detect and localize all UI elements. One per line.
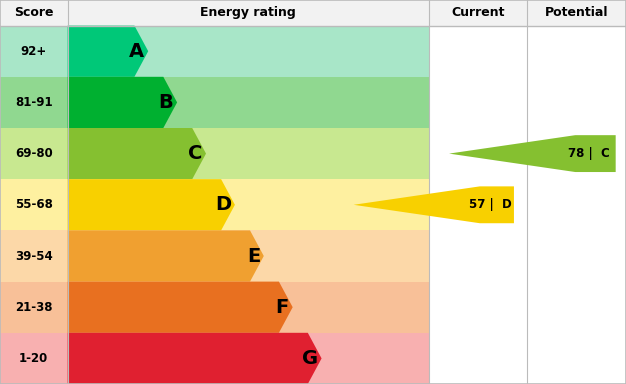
Bar	[68, 333, 429, 384]
Polygon shape	[449, 135, 616, 172]
Bar	[68, 281, 429, 333]
Bar	[0, 333, 68, 384]
Polygon shape	[68, 333, 322, 384]
Text: A: A	[130, 42, 145, 61]
Bar	[0, 281, 68, 333]
Text: 21-38: 21-38	[15, 301, 53, 314]
Polygon shape	[68, 77, 177, 128]
Bar	[0, 0, 626, 26]
Bar	[68, 77, 429, 128]
Text: C: C	[188, 144, 202, 163]
Text: 39-54: 39-54	[15, 250, 53, 263]
Text: D: D	[215, 195, 231, 214]
Text: 92+: 92+	[21, 45, 47, 58]
Polygon shape	[68, 128, 206, 179]
Text: 55-68: 55-68	[15, 198, 53, 211]
Bar	[0, 26, 68, 77]
Bar	[0, 230, 68, 281]
Polygon shape	[68, 179, 235, 230]
Bar	[0, 179, 68, 230]
Polygon shape	[68, 281, 293, 333]
Bar	[68, 230, 429, 281]
Text: B: B	[158, 93, 173, 112]
Text: Energy rating: Energy rating	[200, 6, 296, 19]
Bar	[0, 128, 68, 179]
Text: 78 |  C: 78 | C	[568, 147, 610, 160]
Bar	[68, 179, 429, 230]
Polygon shape	[68, 230, 264, 281]
Text: E: E	[247, 247, 260, 265]
Text: Potential: Potential	[545, 6, 608, 19]
Text: Current: Current	[451, 6, 505, 19]
Polygon shape	[354, 186, 514, 223]
Text: 69-80: 69-80	[15, 147, 53, 160]
Text: 81-91: 81-91	[15, 96, 53, 109]
Bar	[0, 77, 68, 128]
Bar	[68, 26, 429, 77]
Polygon shape	[68, 26, 148, 77]
Text: G: G	[302, 349, 318, 368]
Text: 57 |  D: 57 | D	[470, 198, 512, 211]
Bar	[68, 128, 429, 179]
Text: 1-20: 1-20	[19, 352, 48, 365]
Text: Score: Score	[14, 6, 54, 19]
Text: F: F	[275, 298, 289, 317]
